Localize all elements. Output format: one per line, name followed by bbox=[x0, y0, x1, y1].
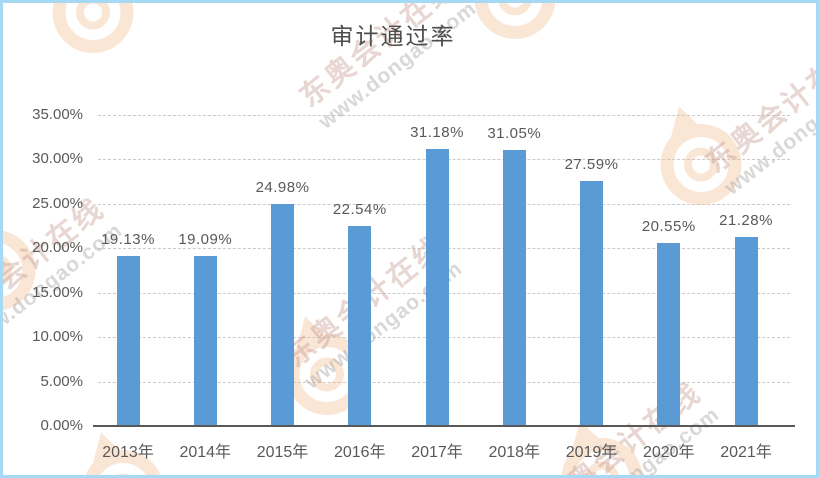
chart-title: 审计通过率 bbox=[330, 23, 456, 49]
bar-value-label: 21.28% bbox=[719, 211, 773, 229]
bar-2018年 bbox=[502, 150, 526, 425]
bar-value-label: 31.18% bbox=[410, 123, 464, 141]
bar-2014年 bbox=[193, 256, 217, 425]
y-axis-tick-label: 30.00% bbox=[32, 150, 83, 168]
x-axis-tick-label: 2013年 bbox=[102, 444, 154, 461]
x-axis-tick-label: 2019年 bbox=[565, 444, 618, 461]
bar-2020年 bbox=[657, 243, 681, 425]
y-axis-tick-label: 15.00% bbox=[32, 283, 83, 301]
grid-line bbox=[98, 115, 790, 116]
x-axis-line bbox=[93, 425, 795, 427]
bar-2017年 bbox=[425, 148, 449, 425]
bar-value-label: 24.98% bbox=[255, 179, 310, 197]
bar-value-label: 27.59% bbox=[564, 155, 619, 173]
bar-2015年 bbox=[271, 204, 294, 425]
x-axis-tick-label: 2020年 bbox=[642, 444, 695, 461]
bar-2019年 bbox=[580, 180, 603, 425]
x-axis-tick-label: 2015年 bbox=[256, 444, 309, 461]
x-axis-tick-label: 2021年 bbox=[720, 444, 772, 461]
watermark-url-text: www.dongao.com bbox=[720, 62, 819, 200]
y-axis-tick-label: 20.00% bbox=[32, 239, 83, 257]
y-axis-tick-label: 0.00% bbox=[40, 417, 83, 434]
dongao-logo-watermark bbox=[3, 211, 47, 324]
bar-value-label: 31.05% bbox=[487, 125, 542, 143]
x-axis-tick-label: 2017年 bbox=[411, 444, 463, 461]
bar-2016年 bbox=[348, 225, 372, 425]
y-axis-tick-label: 25.00% bbox=[32, 194, 83, 212]
y-axis-tick-label: 10.00% bbox=[32, 328, 83, 346]
bar-2021年 bbox=[734, 236, 758, 425]
y-axis-tick-label: 5.00% bbox=[40, 372, 83, 390]
y-axis-tick-label: 35.00% bbox=[32, 106, 83, 123]
bar-value-label: 19.09% bbox=[178, 231, 233, 249]
x-axis-tick-label: 2018年 bbox=[488, 444, 541, 461]
bar-value-label: 22.54% bbox=[332, 200, 387, 218]
x-axis-tick-label: 2014年 bbox=[179, 444, 232, 461]
bar-2013年 bbox=[116, 256, 140, 425]
x-axis-tick-label: 2016年 bbox=[333, 444, 386, 461]
bar-value-label: 19.13% bbox=[101, 231, 155, 249]
dongao-logo-watermark bbox=[645, 105, 753, 218]
bar-value-label: 20.55% bbox=[641, 218, 696, 236]
